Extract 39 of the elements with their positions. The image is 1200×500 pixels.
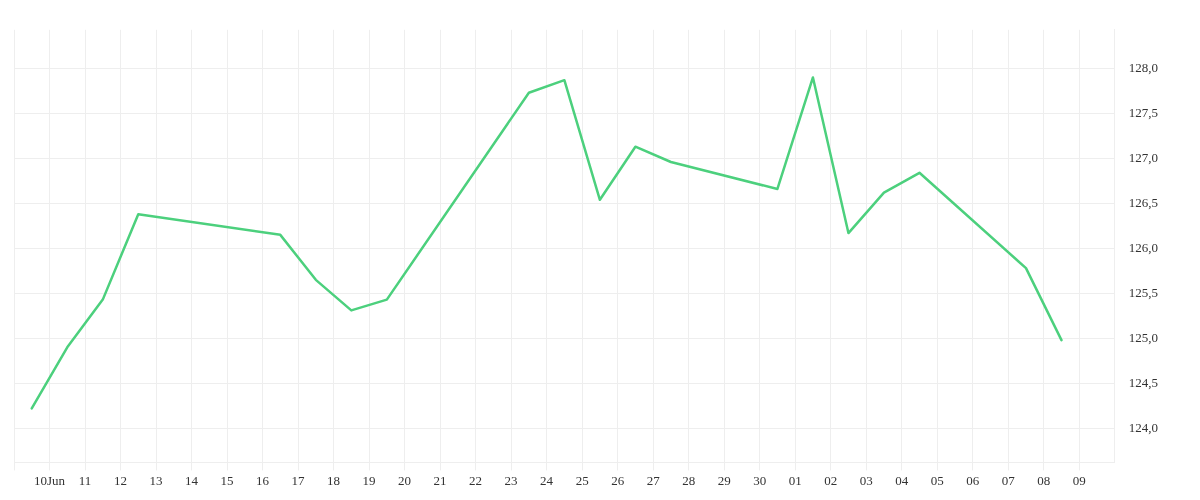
y-tick-label: 127,5: [1128, 104, 1158, 120]
x-tick-label: 07: [1001, 472, 1016, 488]
x-tick-label: 13: [149, 472, 163, 488]
x-tick-label: 16: [256, 472, 270, 488]
x-tick-label: 02: [824, 472, 838, 488]
x-tick-label: 11: [78, 472, 92, 488]
x-tick-label: 12: [114, 472, 128, 488]
y-tick-label: 124,5: [1128, 374, 1158, 390]
x-tick-label: 15: [220, 472, 234, 488]
x-tick-label: 09: [1072, 472, 1086, 488]
x-tick-label: 24: [540, 472, 554, 488]
x-tick-label: 08: [1037, 472, 1051, 488]
x-tick-label: 14: [185, 472, 199, 488]
x-tick-label: 26: [611, 472, 625, 488]
x-tick-label: 03: [859, 472, 873, 488]
x-tick-label: 30: [753, 472, 767, 488]
x-tick-label: 01: [788, 472, 802, 488]
x-tick-label: 19: [362, 472, 376, 488]
x-tick-label: 05: [930, 472, 944, 488]
y-tick-label: 128,0: [1128, 59, 1158, 75]
x-tick-label: 25: [575, 472, 589, 488]
y-tick-label: 127,0: [1128, 149, 1158, 165]
x-tick-label: 06: [966, 472, 980, 488]
x-tick-label: 23: [504, 472, 518, 488]
x-tick-label: 18: [327, 472, 341, 488]
x-tick-label: 22: [469, 472, 483, 488]
y-tick-label: 125,5: [1128, 284, 1158, 300]
x-tick-label: 27: [646, 472, 661, 488]
x-tick-label: 20: [398, 472, 412, 488]
y-tick-label: 126,5: [1128, 194, 1158, 210]
y-tick-label: 126,0: [1128, 239, 1158, 255]
x-tick-label: 17: [291, 472, 306, 488]
y-tick-label: 124,0: [1128, 419, 1158, 435]
x-tick-label: 21: [433, 472, 447, 488]
x-tick-label: 28: [682, 472, 696, 488]
x-tick-label: 29: [717, 472, 731, 488]
x-tick-label: 10Jun: [33, 472, 66, 488]
x-tick-label: 04: [895, 472, 909, 488]
y-tick-label: 125,0: [1128, 329, 1158, 345]
